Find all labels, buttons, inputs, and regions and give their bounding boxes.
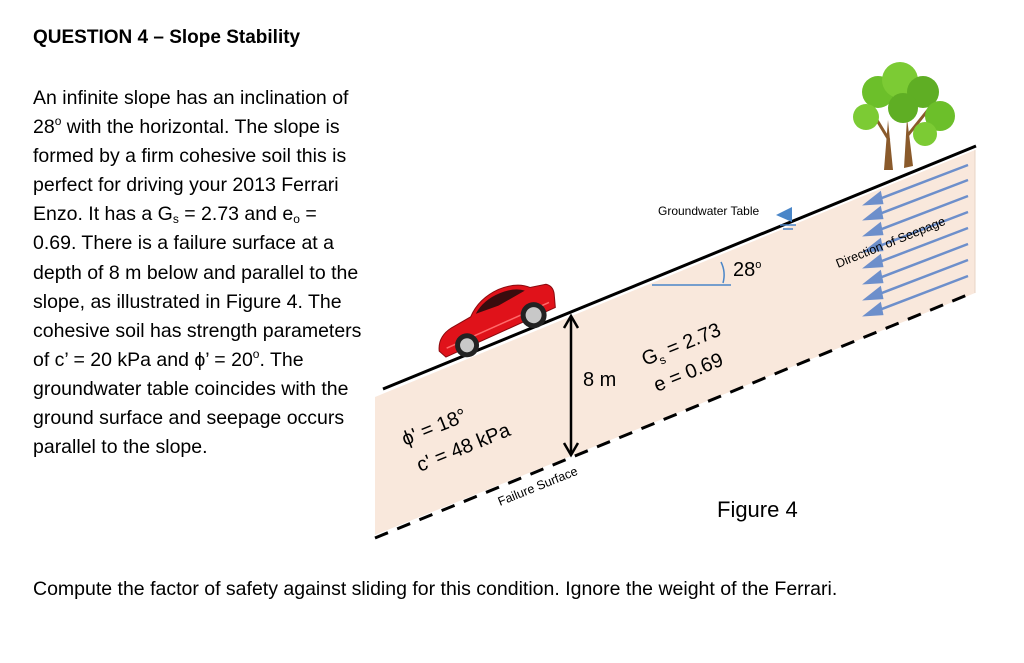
statement-text-2: with the horizontal. The slope is formed… xyxy=(33,116,347,226)
seepage-arrows xyxy=(862,163,969,317)
groundwater-label: Groundwater Table xyxy=(658,204,760,218)
compute-instruction: Compute the factor of safety against sli… xyxy=(33,578,838,600)
statement-text-5: . The groundwater table coincides with t… xyxy=(33,348,349,459)
statement-text-1: An infinite slope has an inclination of … xyxy=(33,87,349,139)
water-table-triangle xyxy=(776,207,792,222)
figure-caption: Figure 4 xyxy=(717,497,798,522)
ground-surface-line xyxy=(382,144,977,391)
failure-surface-line xyxy=(374,291,973,540)
tree-illustration xyxy=(853,62,955,170)
degree-superscript-2: o xyxy=(252,346,260,361)
car-illustration xyxy=(438,283,556,358)
soil-region xyxy=(375,150,975,535)
statement-text-4: = 0.69. There is a failure surface at a … xyxy=(33,203,362,371)
statement-text-3: = 2.73 and e xyxy=(178,203,294,226)
gs-subscript: s xyxy=(172,212,179,227)
angle-arc xyxy=(720,261,725,284)
eo-subscript: o xyxy=(293,212,300,227)
angle-label: 28o xyxy=(733,259,761,281)
depth-arrow xyxy=(562,313,580,458)
degree-superscript: o xyxy=(54,114,62,129)
question-title: QUESTION 4 – Slope Stability xyxy=(33,27,301,48)
depth-label: 8 m xyxy=(583,369,616,391)
problem-statement: An infinite slope has an inclination of … xyxy=(33,84,363,462)
